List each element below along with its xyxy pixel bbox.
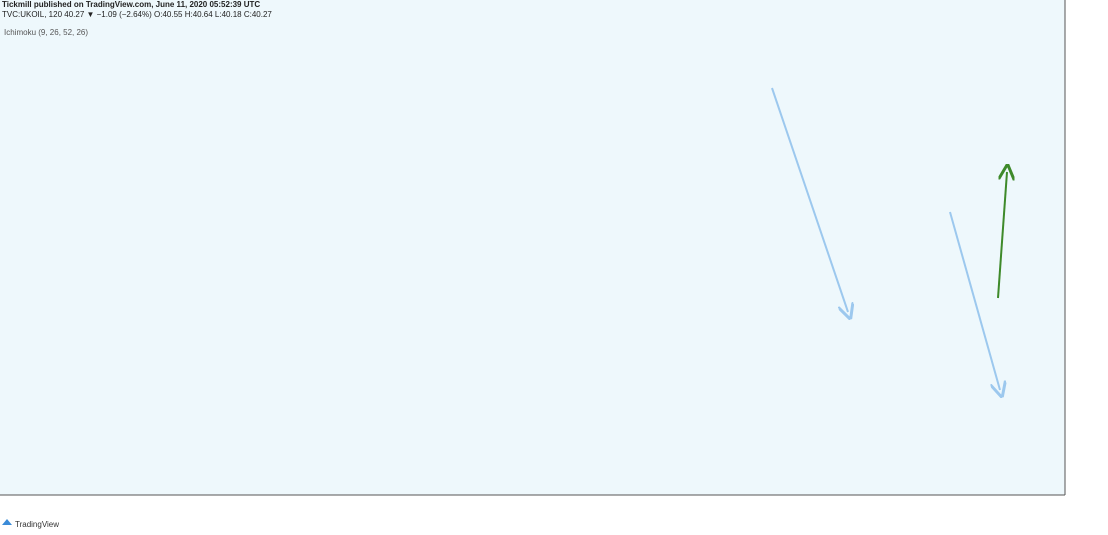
plot-background xyxy=(0,0,1065,495)
arrow xyxy=(949,211,1000,390)
arrow xyxy=(997,172,1007,299)
price-axis xyxy=(1065,0,1108,530)
logo xyxy=(2,519,12,525)
publisher: Tickmill published on TradingView.com, J… xyxy=(2,0,260,9)
arrow xyxy=(771,87,848,312)
symbol-info: TVC:UKOIL, 120 40.27 ▼ −1.09 (−2.64%) O:… xyxy=(2,10,272,19)
indicator: Ichimoku (9, 26, 52, 26) xyxy=(4,28,88,37)
footer: TradingView xyxy=(15,520,59,529)
